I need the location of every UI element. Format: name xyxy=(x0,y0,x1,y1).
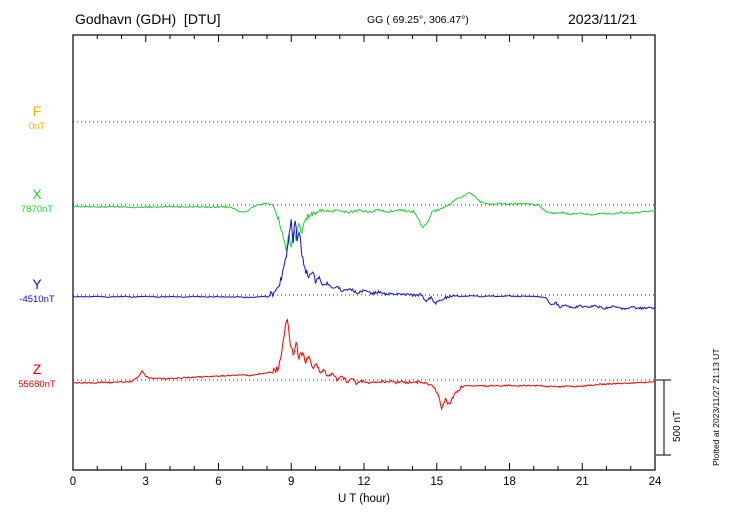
plot-frame xyxy=(72,34,656,471)
component-label-Y: Y -4510nT xyxy=(6,276,68,305)
station-title: Godhavn (GDH) [DTU] xyxy=(75,11,221,27)
x-tick-label: 9 xyxy=(288,476,295,488)
component-letter-F: F xyxy=(32,103,42,119)
component-label-F: F 0nT xyxy=(6,103,68,132)
geographic-coordinates: GG ( 69.25°, 306.47°) xyxy=(367,14,469,26)
component-baseline-value-X: 7870nT xyxy=(20,204,54,215)
component-label-X: X 7870nT xyxy=(6,186,68,215)
trace-Y xyxy=(72,219,656,311)
component-letter-X: X xyxy=(32,186,42,202)
trace-Z xyxy=(72,318,656,411)
x-tick-label: 15 xyxy=(430,476,444,488)
plotted-at-caption: Plotted at 2023/11/27 21:13 UT xyxy=(711,348,721,466)
component-baseline-value-F: 0nT xyxy=(28,121,46,132)
x-tick-label: 21 xyxy=(575,476,589,488)
component-letter-Z: Z xyxy=(32,361,42,377)
component-letter-Y: Y xyxy=(32,276,42,292)
trace-X xyxy=(72,192,656,252)
component-baseline-value-Y: -4510nT xyxy=(19,294,55,305)
component-baseline-value-Z: 55680nT xyxy=(18,379,56,390)
x-tick-label: 12 xyxy=(357,476,371,488)
x-tick-label: 0 xyxy=(69,476,77,488)
x-tick-label: 6 xyxy=(215,476,222,488)
scale-bar-label: 500 nT xyxy=(672,410,683,442)
plot-date: 2023/11/21 xyxy=(568,11,638,27)
component-label-Z: Z 55680nT xyxy=(6,361,68,390)
x-tick-label: 24 xyxy=(648,476,662,488)
x-tick-label: 3 xyxy=(142,476,149,488)
x-tick-label: 18 xyxy=(503,476,516,488)
x-axis-title: U T (hour) xyxy=(338,493,390,505)
